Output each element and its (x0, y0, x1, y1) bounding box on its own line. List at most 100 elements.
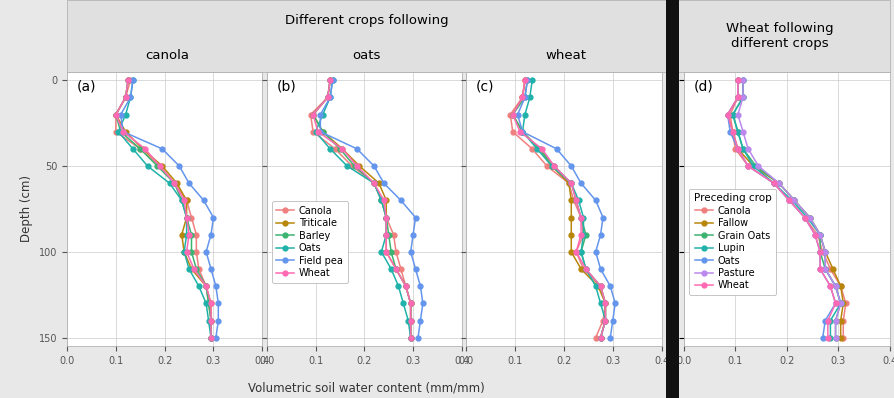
Oats (327, 78, 338, 83)
Fallow (828, 267, 839, 271)
Line: Lupin: Lupin (730, 78, 843, 340)
Wheat (722, 112, 733, 117)
Oats (403, 318, 414, 323)
Barley (376, 198, 387, 203)
Fallow (814, 232, 825, 237)
Barley (401, 284, 411, 289)
Canola (799, 215, 810, 220)
Field pea (378, 181, 389, 185)
Oats (376, 198, 387, 203)
Lupin (825, 318, 836, 323)
Oats (814, 250, 825, 254)
Wheat (769, 181, 780, 185)
Canola (732, 78, 743, 83)
Field pea (410, 267, 421, 271)
Oats (810, 232, 821, 237)
Canola (838, 335, 848, 340)
Oats (381, 215, 392, 220)
Triticale (405, 335, 416, 340)
Pasture (743, 146, 754, 151)
Field pea (405, 250, 416, 254)
Triticale (381, 198, 392, 203)
Pasture (835, 301, 846, 306)
Wheat (368, 181, 379, 185)
Triticale (405, 318, 416, 323)
Text: canola: canola (145, 49, 189, 62)
Line: Barley: Barley (310, 78, 413, 340)
Fallow (722, 112, 733, 117)
Triticale (317, 129, 328, 134)
Pasture (738, 129, 748, 134)
Canola (835, 284, 846, 289)
Wheat (405, 335, 416, 340)
Canola (405, 318, 416, 323)
Pasture (738, 78, 748, 83)
Lupin (825, 335, 836, 340)
Grain Oats (738, 146, 748, 151)
Pasture (773, 181, 784, 185)
Oats (405, 335, 416, 340)
Barley (381, 215, 392, 220)
Line: Grain Oats: Grain Oats (730, 78, 843, 340)
Oats (342, 164, 352, 168)
Oats (732, 95, 743, 100)
Wheat (732, 95, 743, 100)
Text: (a): (a) (77, 80, 97, 94)
Lupin (748, 164, 759, 168)
Grain Oats (732, 129, 743, 134)
Triticale (401, 284, 411, 289)
Oats (784, 198, 795, 203)
Oats (381, 232, 392, 237)
Triticale (381, 250, 392, 254)
Wheat (323, 95, 333, 100)
Wheat (381, 215, 392, 220)
Triticale (405, 301, 416, 306)
Oats (325, 95, 335, 100)
Grain Oats (789, 198, 800, 203)
Grain Oats (831, 335, 841, 340)
Grain Oats (750, 164, 761, 168)
Grain Oats (831, 284, 841, 289)
Pasture (814, 232, 825, 237)
Wheat (313, 129, 324, 134)
Barley (384, 232, 394, 237)
Lupin (728, 112, 738, 117)
Canola (305, 112, 316, 117)
Grain Oats (805, 215, 815, 220)
Wheat (728, 129, 738, 134)
Grain Oats (835, 301, 846, 306)
Field pea (395, 198, 406, 203)
Barley (386, 250, 397, 254)
Barley (405, 318, 416, 323)
Oats (725, 129, 736, 134)
Oats (386, 267, 397, 271)
Line: Canola: Canola (308, 78, 413, 340)
Lupin (831, 284, 841, 289)
Lupin (802, 215, 813, 220)
Barley (325, 78, 335, 83)
Text: Wheat following
different crops: Wheat following different crops (726, 22, 834, 50)
Fallow (732, 146, 743, 151)
Wheat (822, 335, 833, 340)
Wheat (405, 318, 416, 323)
Wheat (337, 146, 348, 151)
Wheat (378, 198, 389, 203)
Oats (732, 78, 743, 83)
Field pea (415, 284, 426, 289)
Pasture (753, 164, 763, 168)
Oats (799, 215, 810, 220)
Grain Oats (738, 95, 748, 100)
Line: Field pea: Field pea (318, 78, 426, 340)
Pasture (789, 198, 800, 203)
Canola (347, 164, 358, 168)
Triticale (354, 164, 365, 168)
Canola (405, 301, 416, 306)
Legend: Canola, Fallow, Grain Oats, Lupin, Oats, Pasture, Wheat: Canola, Fallow, Grain Oats, Lupin, Oats,… (688, 189, 776, 295)
Triticale (325, 78, 335, 83)
Text: Different crops following: Different crops following (284, 14, 449, 27)
Lupin (820, 267, 831, 271)
Canola (769, 181, 780, 185)
Oats (814, 267, 825, 271)
Oats (376, 250, 387, 254)
Text: wheat: wheat (545, 49, 586, 62)
